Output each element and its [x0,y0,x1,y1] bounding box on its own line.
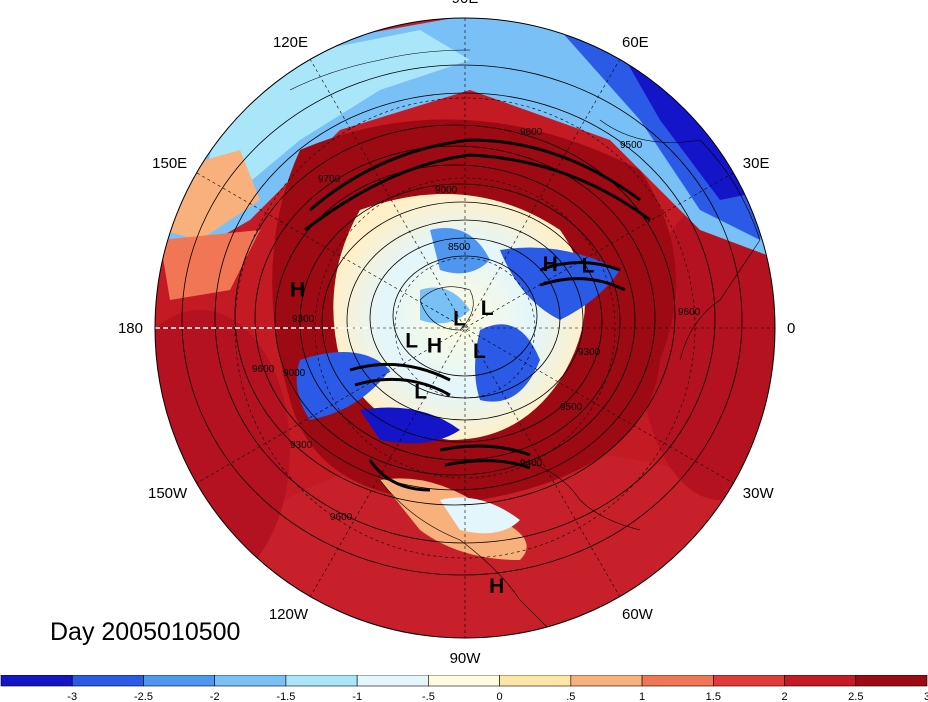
longitude-labels: 90E 60E 30E 0 30W 60W 90W 120W 150W 180 150E 120E [118,0,795,667]
longitude-label: 0 [787,320,795,337]
colorbar-box [285,675,358,687]
colorbar-box [356,675,429,687]
longitude-label: 90W [450,650,482,667]
contour-label: 9600 [678,307,701,318]
colorbar-box [784,675,857,687]
longitude-label: 30E [743,155,770,172]
longitude-label: 180 [118,320,143,337]
contour-label: 9600 [520,127,543,138]
high-pressure-center: H [290,278,305,301]
colorbar-box [499,675,572,687]
contour-label: 9500 [620,140,643,151]
colorbar-ticks: -3 -2.5 -2 -1.5 -1 -.5 0 .5 1 1.5 2 2.5 3 [67,691,928,702]
colorbar-tick-label: 2 [781,691,787,702]
contour-label: 9300 [292,314,315,325]
colorbar: -3 -2.5 -2 -1.5 -1 -.5 0 .5 1 1.5 2 2.5 3 [0,675,928,702]
contour-label: 9700 [318,174,341,185]
colorbar-box [143,675,215,687]
colorbar-box [641,675,714,687]
colorbar-tick-label: 3 [924,691,928,702]
longitude-label: 150E [152,155,187,172]
colorbar-tick-label: .5 [566,691,575,702]
anomaly-field [155,18,775,638]
high-pressure-center: H [543,253,558,276]
contour-label: 9600 [252,364,275,375]
colorbar-boxes [0,675,928,687]
colorbar-tick-label: -2.5 [134,691,153,702]
colorbar-tick-label: 1 [639,691,645,702]
longitude-label: 30W [743,485,775,502]
longitude-label: 120E [273,34,308,51]
colorbar-box [214,675,287,687]
contour-label: 9400 [520,458,543,469]
low-pressure-center: L [582,254,595,277]
day-label: Day 2005010500 [50,618,241,646]
contour-label: 9500 [560,402,583,413]
colorbar-box [713,675,785,687]
high-pressure-center: H [427,335,442,358]
low-pressure-center: L [405,329,418,352]
colorbar-tick-label: 1.5 [706,691,721,702]
colorbar-box [570,675,643,687]
low-pressure-center: L [481,297,494,320]
polar-map: 90E 60E 30E 0 30W 60W 90W 120W 150W 180 150E 120E H… [118,0,795,667]
longitude-label: 150W [148,485,188,502]
low-pressure-center: L [414,380,427,403]
contour-label: 9300 [578,347,601,358]
colorbar-box [428,675,500,687]
contour-label: 9000 [435,185,458,196]
graticule [155,18,775,638]
longitude-label: 60E [622,34,649,51]
contour-labels: 9700 9600 9500 9000 8500 9300 9600 9000 … [252,127,701,523]
longitude-label: 60W [622,606,654,623]
colorbar-box [855,675,928,687]
low-pressure-center: L [473,340,486,363]
high-pressure-center: H [489,575,504,598]
colorbar-tick-label: -2 [210,691,220,702]
low-pressure-center: L [453,308,466,331]
longitude-label: 120W [269,606,309,623]
map-boundary [154,17,776,639]
contour-label: 9600 [330,512,353,523]
colorbar-box [71,675,144,687]
geopotential-contours [181,64,743,576]
coastlines [289,49,761,638]
contour-label: 9000 [283,368,306,379]
contour-label: 8500 [448,242,471,253]
colorbar-tick-label: -3 [67,691,77,702]
contour-label: 9300 [290,440,313,451]
colorbar-tick-label: -1.5 [276,691,295,702]
colorbar-tick-label: 2.5 [848,691,863,702]
colorbar-tick-label: -1 [352,691,362,702]
colorbar-tick-label: -.5 [422,691,435,702]
colorbar-tick-label: 0 [497,691,503,702]
longitude-label: 90E [452,0,479,7]
colorbar-box [0,675,73,687]
